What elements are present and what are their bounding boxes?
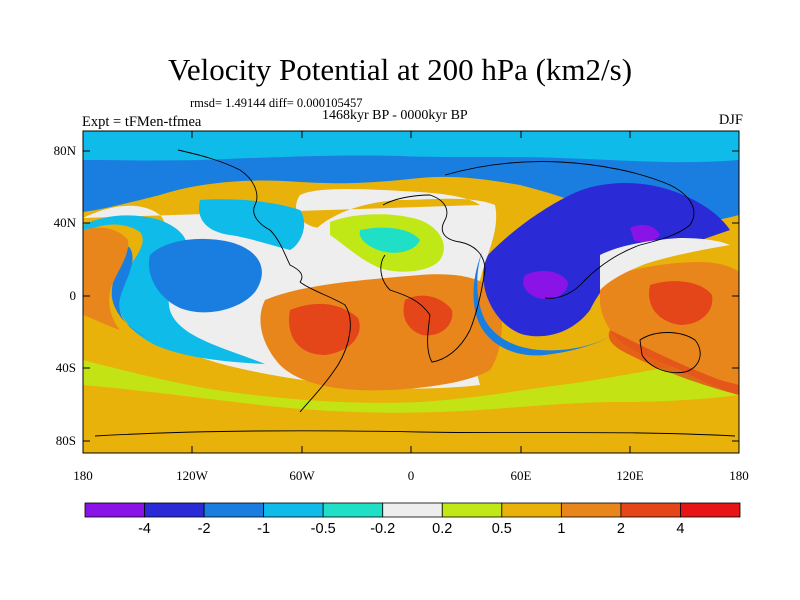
colorbar-label: 0.5 [491, 521, 512, 537]
experiment-label: Expt = tFMen-tfmea [82, 114, 202, 130]
coast-antarctica [94, 430, 736, 437]
map-title: Velocity Potential at 200 hPa (km2/s) [167, 52, 633, 87]
field-wpac-zero [600, 238, 730, 290]
field-africa-red [403, 295, 453, 336]
field-wpac-red [649, 281, 713, 325]
rmsd-diff-stats: rmsd= 1.49144 diff= 0.000105457 [190, 96, 363, 110]
colorbar-box [144, 502, 205, 518]
time-period: 1468kyr BP - 0000kyr BP [322, 108, 468, 123]
colorbar-box [560, 502, 622, 518]
lon-label-180e: 180 [729, 468, 749, 483]
colorbar-label: -2 [197, 521, 211, 537]
colorbar-box [382, 502, 443, 518]
lat-label-40s: 40S [55, 360, 76, 375]
field-min-center [523, 270, 568, 300]
field-samerica-red [289, 303, 360, 355]
lat-label-80s: 80S [55, 433, 76, 448]
lon-label-0: 0 [407, 468, 415, 483]
lat-ticks [83, 150, 739, 442]
colorbar-box [441, 502, 503, 518]
field-atlantic-teal [359, 227, 420, 253]
coast-north-america [177, 149, 303, 283]
colorbar-label: -1 [257, 521, 271, 537]
coast-south-america [299, 281, 351, 413]
colorbar-box [620, 502, 681, 518]
field-natl-cyan [199, 199, 305, 250]
coast-australia [639, 332, 701, 374]
colorbar-label: -0.2 [370, 521, 396, 537]
season-label: DJF [718, 112, 743, 128]
lon-label-120e: 120E [616, 468, 644, 483]
colorbar-box [203, 502, 265, 518]
colorbar-box [263, 502, 324, 518]
field-npac-low [148, 238, 262, 313]
lat-label-40n: 40N [53, 215, 76, 230]
coastlines [94, 149, 736, 437]
coast-africa [380, 194, 486, 363]
lon-label-60w: 60W [289, 468, 315, 483]
coast-eurasia [444, 161, 695, 299]
lat-label-80n: 80N [53, 143, 76, 158]
field-arctic-band [83, 131, 739, 163]
colorbar-box [680, 502, 741, 518]
colorbar-label: 1 [557, 521, 566, 537]
contour-field [83, 131, 739, 453]
lon-label-60e: 60E [510, 468, 532, 483]
colorbar-label: -0.5 [310, 521, 336, 537]
colorbar-box [84, 502, 145, 518]
lon-label-180w: 180 [73, 468, 93, 483]
colorbar-box [501, 502, 562, 518]
field-westpac-orange [83, 227, 129, 330]
lon-ticks [191, 131, 631, 453]
lat-label-0: 0 [69, 288, 77, 303]
colorbar-box [322, 502, 384, 518]
colorbar-label: 4 [676, 521, 685, 537]
field-west-darkblue [83, 240, 148, 338]
lon-label-120w: 120W [176, 468, 208, 483]
field-japan-min [630, 224, 660, 243]
field-south-yellow [83, 352, 739, 413]
colorbar-label: 2 [616, 521, 625, 537]
colorbar [84, 502, 741, 518]
colorbar-label: -4 [138, 521, 151, 537]
colorbar-label: 0.2 [432, 521, 453, 537]
